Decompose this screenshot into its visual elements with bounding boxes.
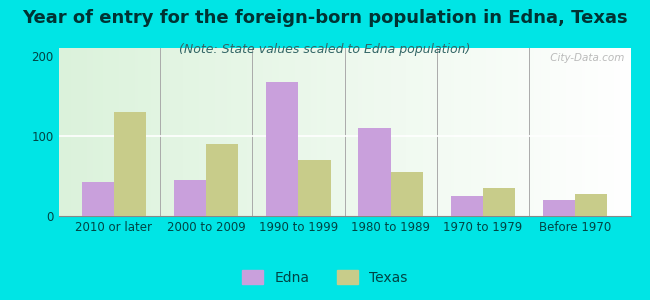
Bar xyxy=(81,182,114,216)
Legend: Edna, Texas: Edna, Texas xyxy=(237,264,413,290)
Bar xyxy=(266,82,298,216)
Bar xyxy=(483,188,515,216)
Bar xyxy=(391,172,423,216)
Bar xyxy=(174,180,206,216)
Bar xyxy=(543,200,575,216)
Bar xyxy=(358,128,391,216)
Bar xyxy=(114,112,146,216)
Text: Year of entry for the foreign-born population in Edna, Texas: Year of entry for the foreign-born popul… xyxy=(22,9,628,27)
Bar xyxy=(575,194,608,216)
Bar xyxy=(206,144,239,216)
Bar xyxy=(298,160,331,216)
Text: (Note: State values scaled to Edna population): (Note: State values scaled to Edna popul… xyxy=(179,44,471,56)
Text: City-Data.com: City-Data.com xyxy=(547,53,625,63)
Bar xyxy=(450,196,483,216)
